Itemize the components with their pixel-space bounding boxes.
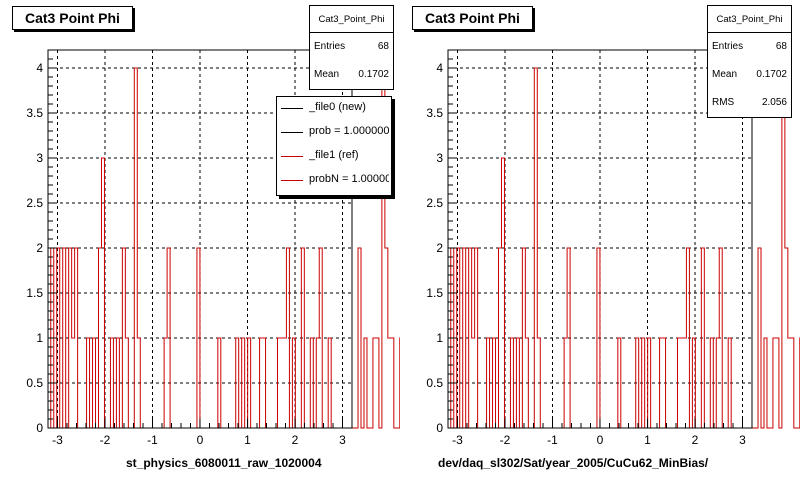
legend-label-prob: prob = 1.000000 bbox=[309, 125, 389, 137]
left-y-tick-label-5: 2.5 bbox=[26, 196, 43, 210]
left-stats-entries-value: 68 bbox=[377, 41, 389, 52]
left-stats-name: Cat3_Point_Phi bbox=[310, 6, 393, 33]
right-chart-title: Cat3 Point Phi bbox=[412, 6, 533, 30]
right-y-tick-label-0: 0 bbox=[436, 421, 443, 435]
left-y-tick-label-6: 3 bbox=[36, 151, 43, 165]
left-y-tick-label-1: 0.5 bbox=[26, 376, 43, 390]
right-stats-rms: RMS 2.056 bbox=[708, 89, 791, 117]
left-x-tick-label-1: -2 bbox=[100, 433, 111, 447]
legend-line-prob bbox=[281, 132, 303, 133]
right-x-axis-label: dev/daq_sl302/Sat/year_2005/CuCu62_MinBi… bbox=[438, 456, 709, 470]
right-x-tick-label-0: -3 bbox=[452, 433, 463, 447]
legend-label-probn: probN = 1.000000 bbox=[309, 173, 389, 185]
right-y-tick-label-3: 1.5 bbox=[426, 286, 443, 300]
left-y-tick-label-3: 1.5 bbox=[26, 286, 43, 300]
left-stats-entries: Entries 68 bbox=[310, 33, 393, 61]
right-y-tick-label-7: 3.5 bbox=[426, 106, 443, 120]
left-y-tick-label-2: 1 bbox=[36, 331, 43, 345]
left-stats-mean-label: Mean bbox=[314, 69, 340, 80]
legend-entry-probn: probN = 1.000000 bbox=[277, 169, 391, 193]
left-y-tick-label-7: 3.5 bbox=[26, 106, 43, 120]
right-stats-box: Cat3_Point_Phi Entries 68 Mean 0.1702 RM… bbox=[707, 5, 792, 118]
legend-line-file0 bbox=[281, 108, 303, 109]
right-histogram-panel: -3 -2 -1 0 1 2 3 0 0.5 1 1.5 2 2.5 3 3.5 4 Cat3 Point P… bbox=[400, 0, 800, 480]
right-stats-name: Cat3_Point_Phi bbox=[708, 6, 791, 33]
left-y-tick-label-0: 0 bbox=[36, 421, 43, 435]
right-y-tick-label-8: 4 bbox=[436, 61, 443, 75]
right-histogram-plot: -3 -2 -1 0 1 2 3 0 0.5 1 1.5 2 2.5 3 3.5 4 bbox=[426, 49, 800, 447]
right-x-tick-label-1: -2 bbox=[500, 433, 511, 447]
left-x-tick-label-2: -1 bbox=[147, 433, 158, 447]
legend-entry-file0: _file0 (new) bbox=[277, 97, 391, 121]
right-x-tick-label-3: 0 bbox=[597, 433, 604, 447]
right-y-tick-label-1: 0.5 bbox=[426, 376, 443, 390]
left-stats-mean: Mean 0.1702 bbox=[310, 61, 393, 89]
left-x-tick-label-3: 0 bbox=[197, 433, 204, 447]
left-stats-box: Cat3_Point_Phi Entries 68 Mean 0.1702 bbox=[309, 5, 394, 90]
right-stats-mean-label: Mean bbox=[712, 69, 738, 80]
left-x-tick-label-5: 2 bbox=[292, 433, 299, 447]
right-stats-entries-value: 68 bbox=[775, 41, 787, 52]
left-x-tick-label-4: 1 bbox=[244, 433, 251, 447]
right-stats-mean-value: 0.1702 bbox=[756, 69, 787, 80]
right-y-tick-label-5: 2.5 bbox=[426, 196, 443, 210]
right-stats-mean: Mean 0.1702 bbox=[708, 61, 791, 89]
left-stats-entries-label: Entries bbox=[314, 41, 346, 52]
legend-label-file1: _file1 (ref) bbox=[309, 149, 359, 161]
legend-box: _file0 (new) prob = 1.000000 _file1 (ref… bbox=[276, 96, 392, 196]
right-stats-rms-value: 2.056 bbox=[761, 97, 787, 108]
legend-entry-file1: _file1 (ref) bbox=[277, 145, 391, 169]
legend-line-file1 bbox=[281, 156, 303, 157]
left-histogram-panel: -3 -2 -1 0 1 2 3 0 0.5 1 1.5 2 2.5 3 3.5 4 Cat3 Point P… bbox=[12, 5, 400, 470]
right-stats-rms-label: RMS bbox=[712, 97, 735, 108]
right-stats-entries-label: Entries bbox=[712, 41, 744, 52]
right-x-tick-label-4: 1 bbox=[644, 433, 651, 447]
right-y-tick-label-6: 3 bbox=[436, 151, 443, 165]
left-stats-mean-value: 0.1702 bbox=[358, 69, 389, 80]
legend-line-probn bbox=[281, 180, 303, 181]
right-x-tick-label-6: 3 bbox=[739, 433, 746, 447]
legend-entry-prob: prob = 1.000000 bbox=[277, 121, 391, 145]
legend-label-file0: _file0 (new) bbox=[309, 101, 366, 113]
right-x-tick-label-5: 2 bbox=[692, 433, 699, 447]
left-y-tick-label-8: 4 bbox=[36, 61, 43, 75]
left-x-tick-label-0: -3 bbox=[52, 433, 63, 447]
left-chart-title: Cat3 Point Phi bbox=[12, 6, 133, 30]
right-y-tick-label-2: 1 bbox=[436, 331, 443, 345]
right-y-tick-label-4: 2 bbox=[436, 241, 443, 255]
right-x-tick-label-2: -1 bbox=[547, 433, 558, 447]
right-stats-entries: Entries 68 bbox=[708, 33, 791, 61]
left-x-tick-label-6: 3 bbox=[339, 433, 346, 447]
left-y-tick-label-4: 2 bbox=[36, 241, 43, 255]
left-x-axis-label: st_physics_6080011_raw_1020004 bbox=[126, 456, 322, 470]
